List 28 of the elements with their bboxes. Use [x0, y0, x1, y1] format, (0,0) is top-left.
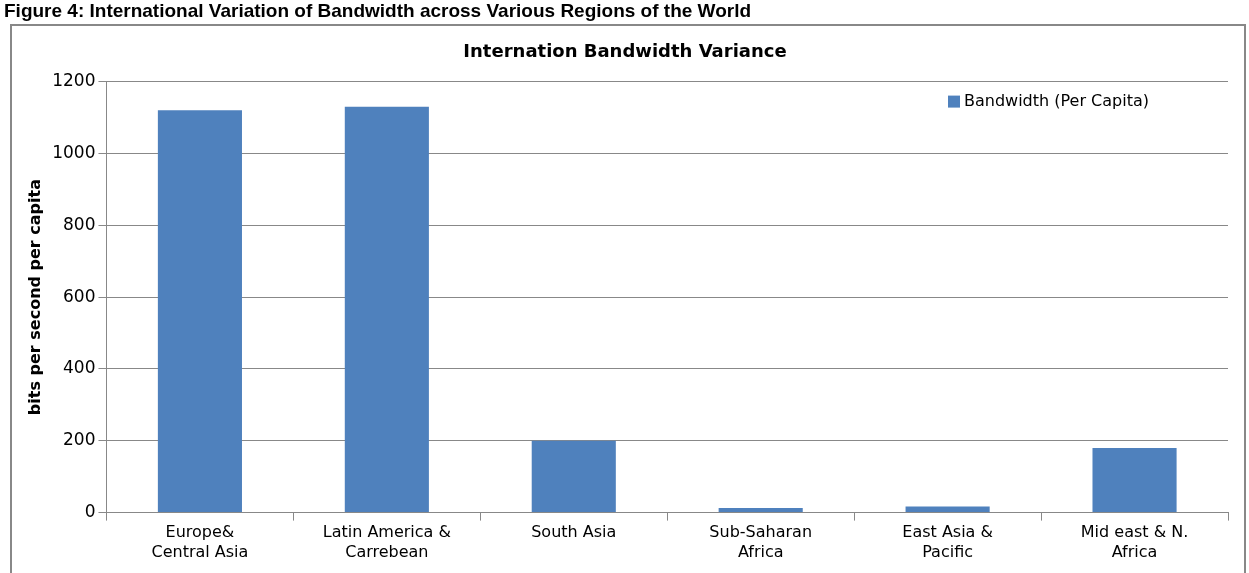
y-tick-label: 400 — [63, 357, 96, 378]
category-label: Latin America & — [322, 522, 451, 542]
y-tick-label: 600 — [63, 285, 96, 306]
category-label: Central Asia — [151, 541, 249, 561]
bar — [1092, 447, 1177, 513]
category-label: Pacific — [922, 541, 974, 561]
category-label: Africa — [737, 541, 784, 561]
y-tick-label: 1200 — [52, 70, 96, 91]
bar — [905, 506, 990, 513]
y-tick-label: 1000 — [52, 141, 96, 162]
category-label: Carrebean — [345, 541, 429, 561]
category-label: Sub-Saharan — [709, 522, 813, 542]
category-label: South Asia — [531, 522, 617, 542]
bar — [531, 440, 616, 513]
category-label: Europe& — [165, 522, 235, 542]
category-label: Mid east & N. — [1080, 522, 1189, 542]
category-label: East Asia & — [902, 522, 993, 542]
y-tick-label: 800 — [63, 213, 96, 234]
y-axis-title: bits per second per capita — [24, 179, 44, 416]
bar — [718, 507, 803, 513]
bar — [157, 110, 242, 513]
y-tick-label: 0 — [84, 501, 96, 522]
chart-title: Internation Bandwidth Variance — [463, 40, 787, 62]
caption: Figure 4: International Variation of Bandwidth across Various Regions of the World — [4, 0, 752, 22]
category-label: Africa — [1111, 541, 1158, 561]
legend-label: Bandwidth (Per Capita) — [964, 90, 1150, 110]
bar — [344, 106, 429, 513]
y-tick-label: 200 — [63, 429, 96, 450]
